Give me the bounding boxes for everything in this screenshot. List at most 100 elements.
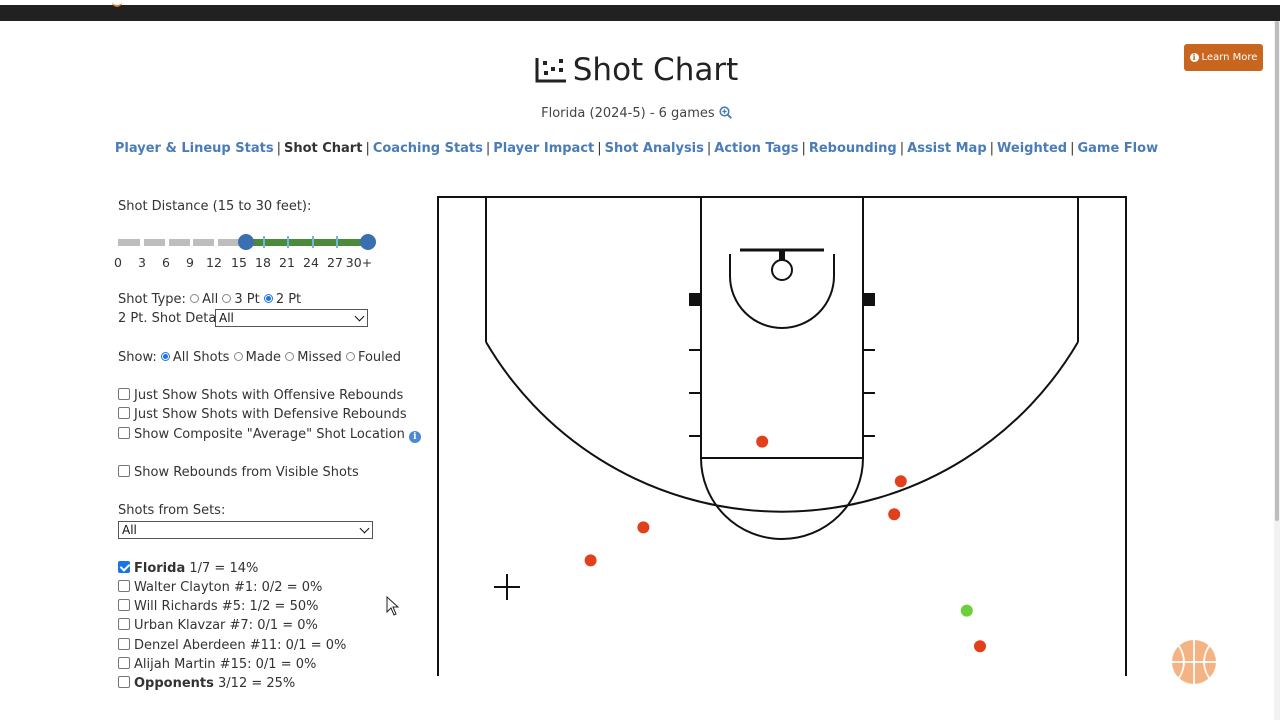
player-row[interactable]: Will Richards #5: 1/2 = 50% bbox=[118, 599, 318, 614]
show-option-missed[interactable]: Missed bbox=[285, 350, 342, 365]
nav-separator: | bbox=[989, 141, 995, 156]
nav-link-action-tags[interactable]: Action Tags bbox=[714, 141, 799, 156]
player-name: Will Richards #5: bbox=[134, 599, 246, 614]
nav-link-rebounding[interactable]: Rebounding bbox=[808, 141, 897, 156]
dataset-subtitle: Florida (2024-5) - 6 games bbox=[0, 106, 1273, 123]
player-checkbox[interactable] bbox=[118, 599, 130, 611]
show-option-made[interactable]: Made bbox=[233, 350, 281, 365]
nav-separator: | bbox=[1070, 141, 1075, 156]
radio-3pt[interactable] bbox=[222, 294, 232, 303]
slider-tick-label: 0 bbox=[114, 255, 122, 270]
top-navbar bbox=[0, 5, 1280, 21]
shot-marker-missed[interactable] bbox=[756, 435, 769, 448]
composite-option[interactable]: Show Composite "Average" Shot Location i bbox=[118, 427, 421, 443]
rebounds-visible-option[interactable]: Show Rebounds from Visible Shots bbox=[118, 465, 359, 480]
slider-tick-label: 21 bbox=[279, 255, 295, 270]
learn-more-label: Learn More bbox=[1201, 52, 1258, 63]
nav-link-game-flow[interactable]: Game Flow bbox=[1077, 141, 1159, 156]
radio-missed[interactable] bbox=[285, 352, 295, 361]
learn-more-button[interactable]: i Learn More bbox=[1184, 44, 1263, 71]
scrollbar-thumb[interactable] bbox=[1275, 21, 1279, 521]
nav-separator: | bbox=[276, 141, 281, 156]
three-point-arc bbox=[485, 341, 1079, 513]
composite-checkbox[interactable] bbox=[118, 427, 130, 439]
lane-block bbox=[689, 293, 701, 306]
shot-marker-missed[interactable] bbox=[637, 521, 650, 534]
shot-type-option-all[interactable]: All bbox=[190, 292, 218, 307]
player-checkbox[interactable] bbox=[118, 638, 130, 650]
rebounds-visible-checkbox[interactable] bbox=[118, 465, 130, 477]
defensive-rebounds-checkbox[interactable] bbox=[118, 407, 130, 419]
scatter-chart-icon bbox=[535, 55, 567, 91]
player-row[interactable]: Opponents 3/12 = 25% bbox=[118, 676, 295, 691]
shot-detail-select[interactable]: All bbox=[215, 309, 368, 327]
radio-label: Fouled bbox=[357, 350, 402, 365]
player-row[interactable]: Walter Clayton #1: 0/2 = 0% bbox=[118, 580, 322, 595]
slider-rail bbox=[193, 239, 214, 246]
radio-all-shots[interactable] bbox=[160, 352, 170, 361]
radio-fouled[interactable] bbox=[345, 352, 355, 361]
shot-type-option-3pt[interactable]: 3 Pt bbox=[222, 292, 260, 307]
distance-label: Shot Distance (15 to 30 feet): bbox=[118, 199, 312, 214]
player-checkbox[interactable] bbox=[118, 561, 130, 573]
shot-marker-missed[interactable] bbox=[974, 640, 986, 653]
shot-marker-missed[interactable] bbox=[584, 554, 597, 567]
checkbox-label: Show Composite "Average" Shot Location bbox=[134, 427, 405, 442]
player-row[interactable]: Denzel Aberdeen #11: 0/1 = 0% bbox=[118, 638, 346, 653]
radio-made[interactable] bbox=[233, 352, 243, 361]
sets-select[interactable]: All bbox=[118, 521, 373, 539]
show-option-all[interactable]: All Shots bbox=[160, 350, 229, 365]
basketball-icon[interactable] bbox=[1171, 639, 1217, 685]
shot-type-option-2pt[interactable]: 2 Pt bbox=[263, 292, 301, 307]
player-stat: 0/1 = 0% bbox=[257, 618, 318, 633]
nav-link-shot-chart: Shot Chart bbox=[283, 141, 363, 156]
radio-label: Missed bbox=[297, 350, 342, 365]
player-checkbox[interactable] bbox=[118, 618, 130, 630]
slider-max-handle[interactable] bbox=[360, 234, 376, 250]
nav-link-coaching-stats[interactable]: Coaching Stats bbox=[372, 141, 483, 156]
shot-marker-made[interactable] bbox=[960, 604, 973, 617]
slider-tick-label: 30+ bbox=[345, 255, 373, 270]
scrollbar[interactable] bbox=[1274, 21, 1280, 720]
player-checkbox[interactable] bbox=[118, 657, 130, 669]
chevron-down-icon bbox=[359, 523, 370, 534]
nav-link-shot-analysis[interactable]: Shot Analysis bbox=[604, 141, 704, 156]
radio-all[interactable] bbox=[190, 294, 200, 303]
slider-tick bbox=[312, 236, 314, 248]
offensive-rebounds-checkbox[interactable] bbox=[118, 388, 130, 400]
nav-link-player-impact[interactable]: Player Impact bbox=[493, 141, 595, 156]
shot-marker-missed[interactable] bbox=[894, 475, 907, 488]
nav-separator: | bbox=[365, 141, 370, 156]
defensive-rebounds-option[interactable]: Just Show Shots with Defensive Rebounds bbox=[118, 407, 407, 422]
nav-link-player-lineup-stats[interactable]: Player & Lineup Stats bbox=[114, 141, 274, 156]
player-name: Opponents bbox=[134, 676, 214, 691]
distance-slider[interactable] bbox=[118, 234, 376, 250]
player-checkbox[interactable] bbox=[118, 676, 130, 688]
checkbox-label: Just Show Shots with Defensive Rebounds bbox=[134, 407, 407, 422]
offensive-rebounds-option[interactable]: Just Show Shots with Offensive Rebounds bbox=[118, 388, 403, 403]
player-row[interactable]: Alijah Martin #15: 0/1 = 0% bbox=[118, 657, 316, 672]
radio-2pt[interactable] bbox=[263, 294, 273, 303]
nav-link-assist-map[interactable]: Assist Map bbox=[907, 141, 987, 156]
restricted-arc bbox=[729, 254, 835, 329]
show-option-fouled[interactable]: Fouled bbox=[345, 350, 402, 365]
player-stat: 1/2 = 50% bbox=[249, 599, 319, 614]
slider-min-handle[interactable] bbox=[238, 234, 254, 250]
slider-tick-label: 15 bbox=[231, 255, 247, 270]
basketball-court[interactable] bbox=[437, 196, 1129, 676]
slider-tick-label: 24 bbox=[303, 255, 319, 270]
info-circle-icon[interactable]: i bbox=[408, 431, 421, 443]
search-plus-icon[interactable] bbox=[719, 106, 732, 123]
player-row[interactable]: Florida 1/7 = 14% bbox=[118, 561, 258, 576]
mouse-pointer-icon bbox=[386, 596, 400, 616]
player-stat: 3/12 = 25% bbox=[218, 676, 296, 691]
nav-separator: | bbox=[597, 141, 602, 156]
shot-marker-missed[interactable] bbox=[888, 508, 901, 521]
player-row[interactable]: Urban Klavzar #7: 0/1 = 0% bbox=[118, 618, 318, 633]
court-boundary bbox=[437, 196, 1127, 676]
player-checkbox[interactable] bbox=[118, 580, 130, 592]
nav-link-weighted[interactable]: Weighted bbox=[997, 141, 1068, 156]
nav-links: Player & Lineup Stats | Shot Chart | Coachin… bbox=[0, 141, 1273, 156]
sets-label: Shots from Sets: bbox=[118, 503, 226, 518]
player-stat: 1/7 = 14% bbox=[189, 561, 259, 576]
